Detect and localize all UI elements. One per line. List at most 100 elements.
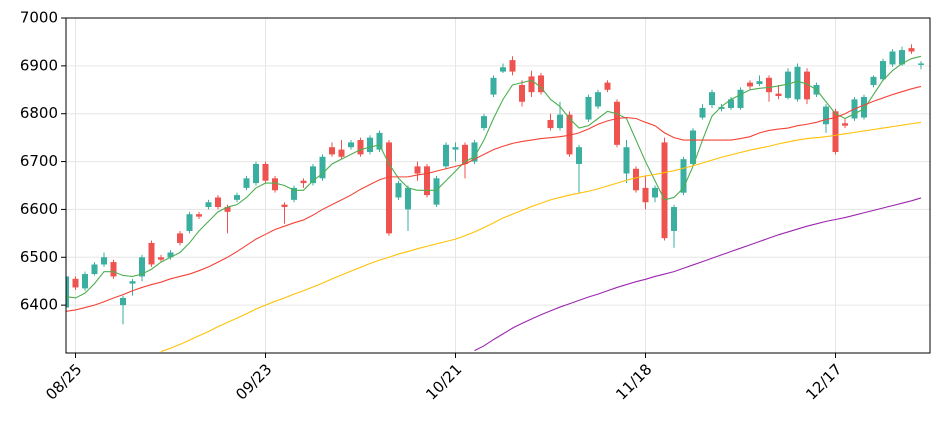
x-tick-label: 11/18 (612, 360, 655, 403)
candle-body (205, 202, 212, 208)
candle-body (785, 71, 791, 98)
x-tick-label: 12/17 (802, 360, 845, 403)
ma-line (474, 197, 922, 352)
candle-body (82, 274, 88, 289)
plot-frame (65, 17, 931, 354)
candle-body (642, 187, 649, 203)
candle-body (500, 67, 506, 72)
candle-body (433, 178, 440, 205)
ma-line (66, 55, 922, 299)
candle-body (804, 71, 810, 100)
ma-line (66, 85, 922, 312)
candle-body (709, 92, 715, 106)
candle-body (481, 116, 487, 129)
candle-body (234, 195, 240, 200)
candle-body (215, 197, 221, 208)
candle-body (357, 140, 364, 155)
candle-body (386, 142, 392, 234)
candle-body (186, 214, 193, 231)
y-tick-label: 6600 (20, 200, 58, 218)
candle-body (91, 264, 98, 275)
candle-body (794, 66, 801, 100)
candle-body (139, 257, 145, 277)
candle-body (671, 207, 677, 231)
candle-body (880, 61, 886, 80)
candle-body (395, 183, 402, 198)
candle-body (908, 48, 915, 52)
candle-body (718, 107, 725, 109)
candle-body (737, 89, 744, 108)
candle-body (367, 137, 373, 152)
candle-body (291, 187, 297, 200)
candle-body (509, 60, 516, 72)
candle-body (310, 166, 316, 184)
candle-body (747, 82, 753, 87)
candle-body (243, 178, 250, 188)
x-tick-label: 09/23 (232, 360, 275, 403)
candle-body (167, 252, 174, 258)
candle-body (110, 262, 117, 277)
candle-body (690, 130, 696, 164)
candle-body (756, 81, 763, 85)
candle-body (870, 76, 877, 85)
candle-body (224, 207, 231, 212)
candle-body (861, 96, 867, 118)
candle-body (899, 50, 905, 65)
candle-body (728, 99, 734, 108)
x-tick-label: 08/25 (42, 360, 85, 403)
candle-body (918, 63, 924, 65)
candle-body (832, 111, 839, 152)
candle-body (557, 114, 563, 129)
candle-body (148, 242, 155, 265)
candle-body (566, 114, 573, 155)
candle-body (623, 147, 630, 174)
candle-body (262, 163, 269, 181)
candle-body (633, 168, 639, 191)
candle-body (699, 107, 706, 118)
y-tick-label: 7000 (20, 9, 58, 27)
candle-body (272, 178, 278, 191)
candle-body (120, 297, 126, 306)
candle-body (471, 142, 478, 162)
y-tick-label: 6500 (20, 248, 58, 266)
candle-body (889, 51, 896, 65)
candle-body (158, 257, 164, 260)
candle-body (424, 166, 430, 196)
candle-body (595, 92, 601, 107)
candle-body (823, 106, 829, 125)
candle-body (528, 76, 535, 93)
candle-body (452, 147, 459, 150)
y-tick-label: 6400 (20, 296, 58, 314)
candle-body (405, 187, 411, 210)
candle-body (129, 281, 136, 284)
candle-body (414, 166, 421, 174)
candle-body (766, 77, 772, 93)
y-tick-label: 6900 (20, 56, 58, 74)
candle-body (842, 123, 848, 126)
candle-body (72, 278, 79, 288)
candle-body (348, 142, 354, 148)
candle-body (547, 119, 554, 129)
candle-body (519, 85, 525, 102)
axes: 6400 6500 6600 6700 6800 6900 7000 08/25 09/23 10… (20, 9, 846, 404)
candle-body (253, 163, 259, 184)
candle-body (329, 147, 335, 155)
candle-body (300, 180, 307, 184)
candle-body (443, 144, 449, 167)
candle-body (66, 276, 69, 308)
plot-area (66, 44, 924, 353)
candle-body (775, 93, 782, 97)
candle-body (462, 144, 468, 164)
candle-body (101, 257, 107, 265)
candle-body (614, 101, 620, 145)
candle-body (585, 96, 592, 120)
candle-body (490, 77, 497, 95)
candle-body (604, 82, 611, 90)
candle-body (680, 159, 687, 193)
candle-body (376, 132, 383, 150)
candle-body (538, 75, 544, 93)
candle-body (177, 233, 183, 243)
ma-line (160, 121, 922, 353)
y-tick-label: 6800 (20, 104, 58, 122)
